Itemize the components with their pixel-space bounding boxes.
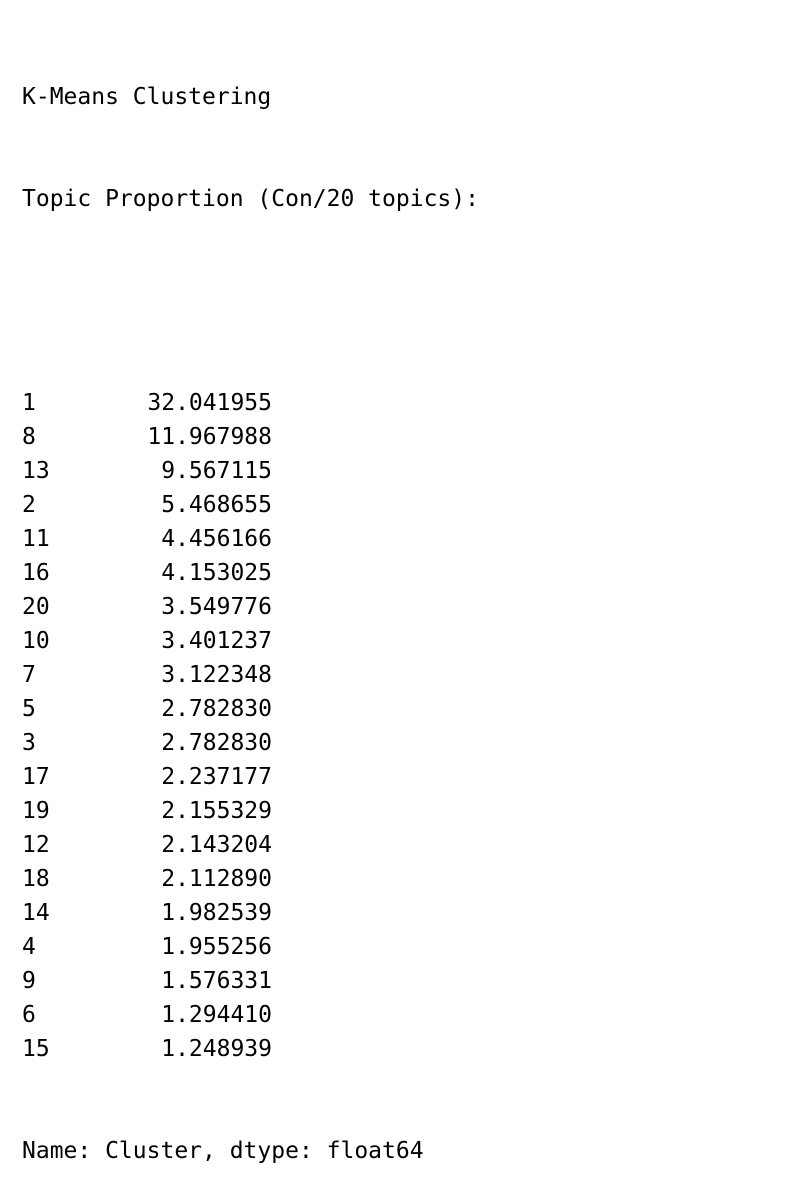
series-row: 18 2.112890 xyxy=(22,862,479,896)
row-value: 2.155329 xyxy=(161,798,272,824)
row-value: 2.143204 xyxy=(161,832,272,858)
row-index: 10 xyxy=(22,628,50,654)
series-row: 20 3.549776 xyxy=(22,590,479,624)
row-value: 2.782830 xyxy=(161,730,272,756)
row-value: 4.153025 xyxy=(161,560,272,586)
series-row: 7 3.122348 xyxy=(22,658,479,692)
row-value: 1.248939 xyxy=(161,1036,272,1062)
row-index: 18 xyxy=(22,866,50,892)
series-row: 17 2.237177 xyxy=(22,760,479,794)
row-index: 16 xyxy=(22,560,50,586)
series-row: 14 1.982539 xyxy=(22,896,479,930)
row-index: 2 xyxy=(22,492,36,518)
series-table: 1 32.041955 8 11.967988 13 9.567115 2 5.468655 1… xyxy=(22,386,479,1066)
row-index: 20 xyxy=(22,594,50,620)
row-value: 9.567115 xyxy=(161,458,272,484)
series-row: 5 2.782830 xyxy=(22,692,479,726)
row-index: 1 xyxy=(22,390,36,416)
row-index: 6 xyxy=(22,1002,36,1028)
series-row: 9 1.576331 xyxy=(22,964,479,998)
row-index: 7 xyxy=(22,662,36,688)
row-index: 17 xyxy=(22,764,50,790)
output-subtitle: Topic Proportion (Con/20 topics): xyxy=(22,186,479,212)
row-value: 1.955256 xyxy=(161,934,272,960)
output-title: K-Means Clustering xyxy=(22,84,272,110)
row-index: 12 xyxy=(22,832,50,858)
row-index: 13 xyxy=(22,458,50,484)
series-row: 6 1.294410 xyxy=(22,998,479,1032)
series-row: 1 32.041955 xyxy=(22,386,479,420)
series-row: 2 5.468655 xyxy=(22,488,479,522)
row-index: 4 xyxy=(22,934,36,960)
series-row: 13 9.567115 xyxy=(22,454,479,488)
row-value: 2.782830 xyxy=(161,696,272,722)
cell-output: K-Means Clustering Topic Proportion (Con… xyxy=(22,12,479,1202)
series-row: 8 11.967988 xyxy=(22,420,479,454)
row-index: 14 xyxy=(22,900,50,926)
row-index: 19 xyxy=(22,798,50,824)
series-row: 19 2.155329 xyxy=(22,794,479,828)
series-row: 10 3.401237 xyxy=(22,624,479,658)
series-row: 4 1.955256 xyxy=(22,930,479,964)
row-value: 2.112890 xyxy=(161,866,272,892)
row-index: 9 xyxy=(22,968,36,994)
series-row: 12 2.143204 xyxy=(22,828,479,862)
row-value: 1.982539 xyxy=(161,900,272,926)
row-value: 32.041955 xyxy=(147,390,272,416)
series-footer: Name: Cluster, dtype: float64 xyxy=(22,1138,424,1164)
row-index: 3 xyxy=(22,730,36,756)
row-value: 2.237177 xyxy=(161,764,272,790)
row-index: 5 xyxy=(22,696,36,722)
series-row: 3 2.782830 xyxy=(22,726,479,760)
blank-line xyxy=(22,284,479,318)
row-index: 15 xyxy=(22,1036,50,1062)
series-row: 11 4.456166 xyxy=(22,522,479,556)
row-value: 3.122348 xyxy=(161,662,272,688)
row-value: 11.967988 xyxy=(147,424,272,450)
row-value: 5.468655 xyxy=(161,492,272,518)
row-value: 1.576331 xyxy=(161,968,272,994)
series-row: 15 1.248939 xyxy=(22,1032,479,1066)
row-value: 3.549776 xyxy=(161,594,272,620)
row-value: 4.456166 xyxy=(161,526,272,552)
row-value: 1.294410 xyxy=(161,1002,272,1028)
series-row: 16 4.153025 xyxy=(22,556,479,590)
row-value: 3.401237 xyxy=(161,628,272,654)
row-index: 11 xyxy=(22,526,50,552)
row-index: 8 xyxy=(22,424,36,450)
